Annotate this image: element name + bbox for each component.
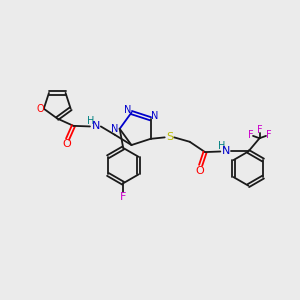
Text: N: N (111, 124, 118, 134)
Text: O: O (196, 166, 204, 176)
Text: F: F (120, 192, 126, 202)
Text: F: F (257, 125, 262, 135)
Text: N: N (92, 122, 100, 131)
Text: O: O (63, 140, 71, 149)
Text: O: O (36, 104, 44, 114)
Text: N: N (222, 146, 230, 157)
Text: F: F (266, 130, 272, 140)
Text: F: F (248, 130, 254, 140)
Text: N: N (151, 111, 158, 121)
Text: H: H (87, 116, 95, 126)
Text: N: N (124, 105, 131, 115)
Text: H: H (218, 141, 225, 151)
Text: S: S (167, 132, 174, 142)
